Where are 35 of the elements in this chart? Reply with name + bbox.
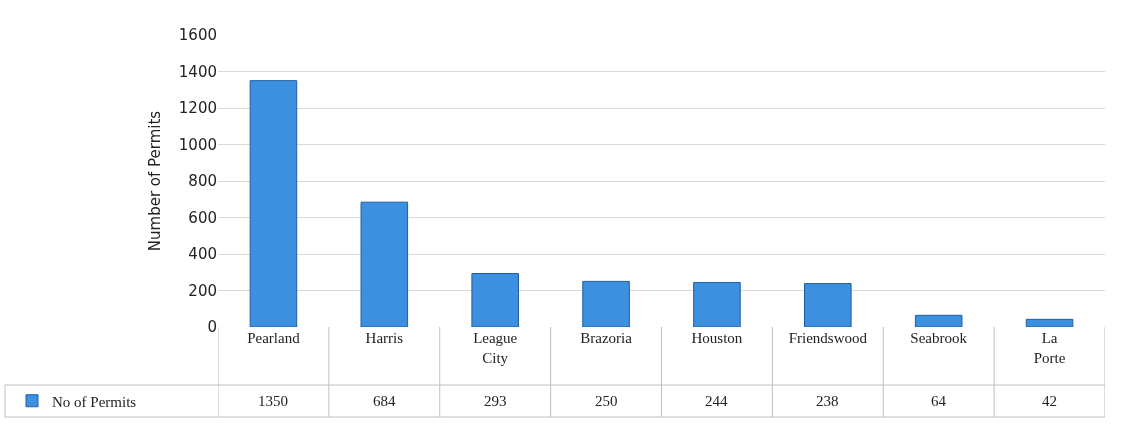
x-tick-label: Brazoria bbox=[580, 330, 633, 346]
y-axis-title: Number of Permits bbox=[146, 110, 165, 252]
y-tick-label: 1600 bbox=[178, 26, 217, 45]
y-tick-label: 400 bbox=[188, 245, 217, 264]
bar bbox=[1025, 318, 1074, 327]
bar bbox=[360, 201, 409, 327]
x-tick-label: League City bbox=[473, 330, 518, 366]
data-label: 250 bbox=[595, 393, 618, 409]
x-tick-label: Harris bbox=[365, 330, 404, 346]
y-tick-label: 1000 bbox=[178, 135, 217, 154]
y-tick-label: 200 bbox=[188, 281, 217, 300]
data-label: 293 bbox=[484, 393, 507, 409]
y-tick-label: 1200 bbox=[178, 99, 217, 118]
x-tick-label: Pearland bbox=[247, 330, 301, 346]
y-tick-label: 800 bbox=[188, 172, 217, 191]
x-tick-label: La Porte bbox=[1033, 330, 1066, 366]
data-label: 244 bbox=[705, 393, 728, 409]
data-label: 64 bbox=[931, 393, 947, 409]
data-label: 684 bbox=[373, 393, 396, 409]
y-tick-label: 0 bbox=[207, 318, 217, 337]
x-tick-label: Houston bbox=[691, 330, 743, 346]
data-label: 1350 bbox=[258, 393, 288, 409]
bar bbox=[914, 314, 963, 327]
bar bbox=[693, 281, 741, 327]
y-tick-label: 600 bbox=[188, 208, 217, 227]
bar bbox=[471, 273, 519, 327]
bar bbox=[804, 283, 852, 327]
x-tick-label: Friendswood bbox=[788, 330, 868, 346]
data-label: 42 bbox=[1042, 393, 1057, 409]
x-tick-label: Seabrook bbox=[910, 330, 968, 346]
legend-label: No of Permits bbox=[52, 393, 137, 410]
y-tick-label: 1400 bbox=[178, 62, 217, 81]
bar bbox=[249, 80, 298, 327]
bar bbox=[582, 280, 630, 327]
data-label: 238 bbox=[816, 393, 839, 409]
